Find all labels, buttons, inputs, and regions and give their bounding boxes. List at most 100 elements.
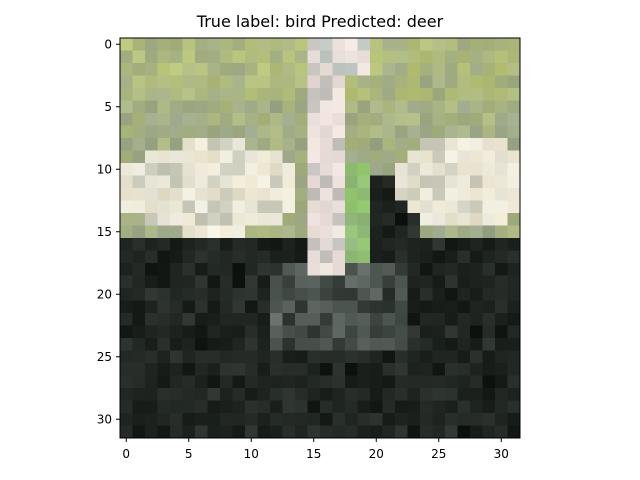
image-pixel xyxy=(245,263,258,276)
image-pixel xyxy=(345,175,358,189)
x-tick: 10 xyxy=(244,438,259,461)
image-pixel xyxy=(257,63,271,76)
image-pixel xyxy=(145,50,158,64)
image-pixel xyxy=(220,200,233,214)
image-pixel xyxy=(370,138,383,151)
image-pixel xyxy=(382,200,396,214)
image-pixel xyxy=(495,275,508,289)
image-pixel xyxy=(245,138,258,151)
image-pixel xyxy=(195,38,208,51)
image-pixel xyxy=(270,413,283,426)
image-pixel xyxy=(220,75,233,89)
image-pixel xyxy=(370,88,383,101)
image-pixel xyxy=(345,413,358,426)
image-pixel xyxy=(495,225,508,239)
image-pixel xyxy=(320,288,333,301)
image-pixel xyxy=(420,100,433,114)
image-pixel xyxy=(220,150,233,164)
image-pixel xyxy=(270,50,283,64)
image-pixel xyxy=(470,113,483,126)
image-pixel xyxy=(432,200,446,214)
image-pixel xyxy=(207,175,221,189)
image-pixel xyxy=(157,338,171,351)
x-tick-label: 30 xyxy=(494,447,509,461)
image-pixel xyxy=(482,188,496,201)
image-pixel xyxy=(482,338,496,351)
image-pixel xyxy=(332,263,346,276)
image-pixel xyxy=(245,125,258,139)
image-pixel xyxy=(382,38,396,51)
image-pixel xyxy=(345,375,358,389)
image-pixel xyxy=(257,150,271,164)
image-pixel xyxy=(320,138,333,151)
image-pixel xyxy=(332,100,346,114)
image-pixel xyxy=(420,350,433,364)
image-pixel xyxy=(157,400,171,414)
image-pixel xyxy=(482,313,496,326)
image-pixel xyxy=(332,113,346,126)
image-pixel xyxy=(232,363,246,376)
image-pixel xyxy=(432,38,446,51)
image-pixel xyxy=(270,38,283,51)
image-pixel xyxy=(220,100,233,114)
image-pixel xyxy=(420,200,433,214)
image-pixel xyxy=(132,325,146,339)
image-pixel xyxy=(170,213,183,226)
image-pixel xyxy=(270,338,283,351)
image-pixel xyxy=(507,138,520,151)
image-pixel xyxy=(357,213,371,226)
image-pixel xyxy=(132,38,146,51)
image-pixel xyxy=(195,213,208,226)
image-pixel xyxy=(170,75,183,89)
image-pixel xyxy=(232,113,246,126)
image-pixel xyxy=(507,38,520,51)
image-pixel xyxy=(132,250,146,264)
image-pixel xyxy=(120,375,133,389)
image-pixel xyxy=(120,50,133,64)
y-tick-label: 30 xyxy=(97,413,112,427)
image-pixel xyxy=(345,338,358,351)
image-pixel xyxy=(320,313,333,326)
image-pixel xyxy=(157,225,171,239)
image-pixel xyxy=(407,263,421,276)
image-pixel xyxy=(282,250,296,264)
image-pixel xyxy=(232,413,246,426)
image-pixel xyxy=(407,250,421,264)
image-pixel xyxy=(432,50,446,64)
image-pixel xyxy=(332,350,346,364)
image-pixel xyxy=(382,63,396,76)
image-pixel xyxy=(157,188,171,201)
image-pixel xyxy=(170,113,183,126)
image-pixel xyxy=(132,225,146,239)
image-pixel xyxy=(232,200,246,214)
image-pixel xyxy=(470,225,483,239)
image-pixel xyxy=(395,50,408,64)
image-pixel xyxy=(357,150,371,164)
image-pixel xyxy=(245,400,258,414)
image-pixel xyxy=(357,238,371,251)
image-pixel xyxy=(382,163,396,176)
image-pixel xyxy=(270,350,283,364)
image-pixel xyxy=(345,188,358,201)
image-pixel xyxy=(407,350,421,364)
image-pixel xyxy=(420,400,433,414)
image-pixel xyxy=(507,325,520,339)
image-frame xyxy=(119,37,521,439)
image-pixel xyxy=(157,413,171,426)
image-pixel xyxy=(420,213,433,226)
image-pixel xyxy=(370,325,383,339)
image-pixel xyxy=(195,175,208,189)
image-pixel xyxy=(470,63,483,76)
image-pixel xyxy=(420,88,433,101)
image-pixel xyxy=(470,75,483,89)
image-pixel xyxy=(507,75,520,89)
image-pixel xyxy=(307,138,321,151)
image-pixel xyxy=(382,125,396,139)
image-pixel xyxy=(470,150,483,164)
image-pixel xyxy=(445,88,458,101)
y-tick-label: 5 xyxy=(104,100,112,114)
image-pixel xyxy=(407,388,421,401)
image-pixel xyxy=(370,75,383,89)
image-pixel xyxy=(245,100,258,114)
